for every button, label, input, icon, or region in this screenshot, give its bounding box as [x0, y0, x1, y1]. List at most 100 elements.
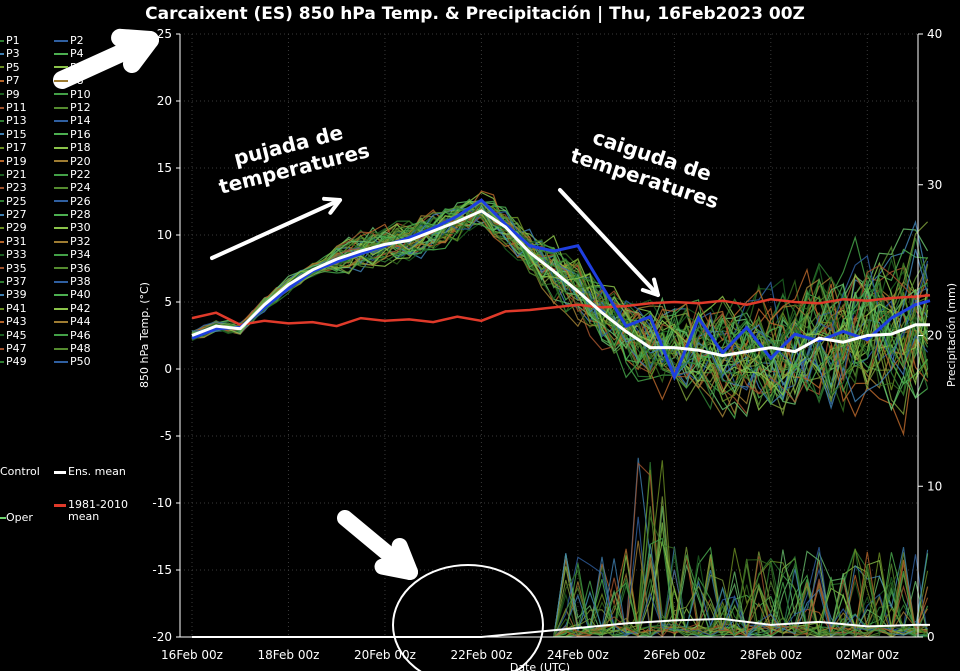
member-line-p45	[191, 198, 928, 406]
legend-member-label: P6	[70, 60, 84, 74]
legend-member-label: P18	[70, 141, 91, 155]
legend-member-label: P31	[6, 234, 27, 248]
y-tick-label: 0	[164, 362, 172, 376]
legend-member-label: P25	[6, 194, 27, 208]
legend-control-label: Control	[0, 465, 40, 478]
legend-member-label: P22	[70, 167, 91, 181]
legend-row: P37 P38	[0, 275, 150, 288]
y-tick-label: 25	[157, 27, 172, 41]
legend-row: P47 P48	[0, 342, 150, 355]
legend-row: P27 P28	[0, 208, 150, 221]
x-tick-label: 22Feb 00z	[450, 648, 512, 662]
x-tick-label: 16Feb 00z	[161, 648, 223, 662]
legend-member-label: P26	[70, 194, 91, 208]
legend-member-label: P3	[6, 47, 20, 61]
legend-member-label: P49	[6, 355, 27, 369]
corner-arrow-head	[111, 28, 159, 73]
legend-row: P15 P16	[0, 128, 150, 141]
legend-row: P1 P2	[0, 34, 150, 47]
y-tick-label: -10	[152, 496, 172, 510]
annotation-rise-label: pujada detemperatures	[211, 115, 372, 199]
precip-member-line	[192, 526, 929, 638]
legend-member-label: P20	[70, 154, 91, 168]
legend-row: P19 P20	[0, 155, 150, 168]
x-tick-label: 24Feb 00z	[547, 648, 609, 662]
legend-member-label: P29	[6, 221, 27, 235]
legend-row: P45 P46	[0, 329, 150, 342]
y2-tick-label: 30	[927, 178, 942, 192]
legend-member-label: P16	[70, 127, 91, 141]
legend-member-label: P36	[70, 261, 91, 275]
precip-member-line	[192, 522, 928, 639]
legend-row: P13 P14	[0, 114, 150, 127]
y2-axis-label: Precipitación (mm)	[945, 283, 958, 387]
legend-member-label: P45	[6, 328, 27, 342]
ensemble-member-lines	[191, 190, 929, 437]
ens-mean-line	[191, 209, 930, 358]
member-line-p46	[191, 206, 929, 400]
fall-arrow-head	[640, 277, 660, 297]
annotation-fall-label: caiguda detemperatures	[568, 120, 730, 213]
legend-row: P43 P44	[0, 315, 150, 328]
member-line-p2	[191, 199, 929, 420]
legend-member-label: P41	[6, 301, 27, 315]
legend-member-label: P10	[70, 87, 91, 101]
y-tick-label: 10	[157, 228, 172, 242]
x-tick-label: 28Feb 00z	[740, 648, 802, 662]
legend-member-label: P12	[70, 100, 91, 114]
legend-member-label: P28	[70, 208, 91, 222]
fall-arrow	[558, 188, 660, 297]
legend-member-label: P14	[70, 114, 91, 128]
legend-oper-label: Oper	[6, 511, 33, 524]
legend-member-label: P46	[70, 328, 91, 342]
y-tick-label: -15	[152, 563, 172, 577]
legend-member-label: P32	[70, 234, 91, 248]
legend-control-row: Control Ens. mean	[0, 466, 126, 478]
y2-tick-label: 0	[927, 630, 935, 644]
y2-tick-label: 40	[927, 27, 942, 41]
legend-member-label: P4	[70, 47, 84, 61]
y-tick-label: -20	[152, 630, 172, 644]
chart-title: Carcaixent (ES) 850 hPa Temp. & Precipit…	[145, 4, 805, 24]
y-tick-label: 15	[157, 161, 172, 175]
legend-member-label: P1	[6, 34, 20, 47]
legend-row: P5 P6	[0, 61, 150, 74]
y-axis-label: 850 hPa Temp. (°C)	[138, 282, 151, 388]
legend-row: P49 P50	[0, 355, 150, 368]
legend-member-label: P42	[70, 301, 91, 315]
legend-row: P7 P8	[0, 74, 150, 87]
y-tick-label: 20	[157, 94, 172, 108]
legend-member-label: P7	[6, 74, 20, 88]
legend-member-label: P21	[6, 167, 27, 181]
legend-member-label: P9	[6, 87, 20, 101]
legend-member-label: P8	[70, 74, 84, 88]
legend-member-label: P23	[6, 181, 27, 195]
x-tick-label: 02Mar 00z	[836, 648, 899, 662]
legend-member-label: P37	[6, 275, 27, 289]
legend-member-label: P44	[70, 315, 91, 329]
legend-member-label: P17	[6, 141, 27, 155]
legend-member-label: P33	[6, 248, 27, 262]
y2-tick-label: 10	[927, 479, 942, 493]
climate-mean-line	[191, 294, 931, 328]
legend-member-label: P40	[70, 288, 91, 302]
legend-row: P25 P26	[0, 195, 150, 208]
precipitation-lines	[192, 457, 930, 639]
main-series	[191, 198, 931, 381]
legend-member-label: P48	[70, 341, 91, 355]
legend-member-label: P50	[70, 355, 91, 369]
legend-member-label: P38	[70, 275, 91, 289]
legend-row: P11 P12	[0, 101, 150, 114]
legend-member-label: P2	[70, 34, 84, 47]
x-axis-label: Date (UTC)	[510, 661, 570, 671]
legend-member-label: P34	[70, 248, 91, 262]
legend-row: P29 P30	[0, 221, 150, 234]
legend-member-label: P15	[6, 127, 27, 141]
legend-row: P41 P42	[0, 302, 150, 315]
legend-member-label: P11	[6, 100, 27, 114]
legend-row: P35 P36	[0, 262, 150, 275]
y-tick-label: -5	[160, 429, 172, 443]
legend: P1 P2 P3 P4 P5 P6 P7 P8 P9 P10 P11 P12 P13 P14 P15 P16 P…	[0, 34, 150, 369]
legend-ens-mean-label: Ens. mean	[68, 465, 126, 478]
